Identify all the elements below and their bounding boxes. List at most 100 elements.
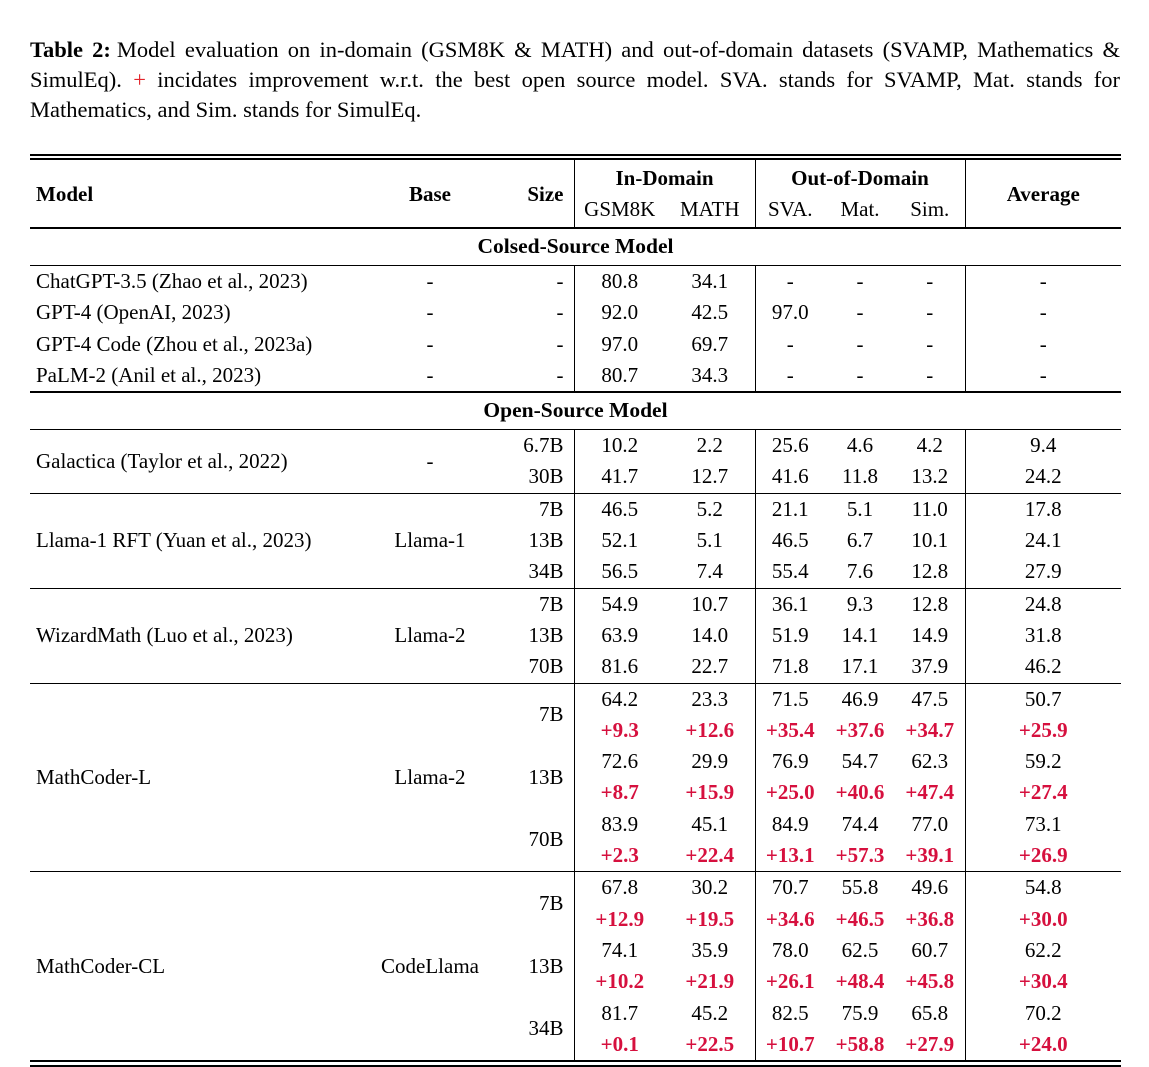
- value-cell: 73.1: [965, 809, 1121, 840]
- value-cell: 70.7: [755, 872, 825, 904]
- delta-cell: +40.6: [825, 777, 895, 808]
- value-cell: 49.6: [895, 872, 965, 904]
- value-cell: 17.8: [965, 493, 1121, 525]
- delta-cell: +25.0: [755, 777, 825, 808]
- size-cell: 30B: [490, 461, 574, 493]
- model-cell: ChatGPT-3.5 (Zhao et al., 2023): [30, 266, 370, 298]
- value-cell: 69.7: [665, 329, 755, 360]
- value-cell: 92.0: [574, 297, 665, 328]
- value-cell: 24.8: [965, 588, 1121, 620]
- value-cell: -: [825, 360, 895, 392]
- value-cell: 34.1: [665, 266, 755, 298]
- value-cell: 46.5: [574, 493, 665, 525]
- value-cell: 4.2: [895, 430, 965, 462]
- value-cell: 6.7: [825, 525, 895, 556]
- delta-cell: +9.3: [574, 715, 665, 746]
- size-cell: -: [490, 360, 574, 392]
- table-header: Model Base Size In-Domain Out-of-Domain …: [30, 157, 1121, 229]
- size-cell: 7B: [490, 872, 574, 935]
- model-cell: WizardMath (Luo et al., 2023): [30, 588, 370, 683]
- value-cell: 5.2: [665, 493, 755, 525]
- base-cell: Llama-2: [370, 588, 490, 683]
- value-cell: 23.3: [665, 683, 755, 715]
- value-cell: 56.5: [574, 556, 665, 588]
- value-cell: 9.4: [965, 430, 1121, 462]
- value-cell: -: [895, 266, 965, 298]
- value-cell: 84.9: [755, 809, 825, 840]
- header-mat: Mat.: [825, 194, 895, 228]
- value-cell: 45.1: [665, 809, 755, 840]
- evaluation-table: Model Base Size In-Domain Out-of-Domain …: [30, 154, 1121, 1067]
- value-cell: 2.2: [665, 430, 755, 462]
- table-caption: Table 2:Model evaluation on in-domain (G…: [30, 35, 1120, 125]
- value-cell: 4.6: [825, 430, 895, 462]
- delta-cell: +8.7: [574, 777, 665, 808]
- value-cell: 46.5: [755, 525, 825, 556]
- value-cell: 62.3: [895, 746, 965, 777]
- size-cell: 13B: [490, 525, 574, 556]
- delta-cell: +34.7: [895, 715, 965, 746]
- value-cell: -: [965, 360, 1121, 392]
- delta-cell: +19.5: [665, 904, 755, 935]
- delta-cell: +12.6: [665, 715, 755, 746]
- value-cell: 10.1: [895, 525, 965, 556]
- value-cell: 54.8: [965, 872, 1121, 904]
- section-title: Colsed-Source Model: [30, 228, 1121, 265]
- section-title-row: Colsed-Source Model: [30, 228, 1121, 265]
- value-cell: 97.0: [574, 329, 665, 360]
- value-cell: 71.5: [755, 683, 825, 715]
- value-cell: -: [895, 297, 965, 328]
- value-cell: 74.1: [574, 935, 665, 966]
- delta-cell: +26.1: [755, 966, 825, 997]
- value-cell: 36.1: [755, 588, 825, 620]
- delta-cell: +10.2: [574, 966, 665, 997]
- value-cell: 11.8: [825, 461, 895, 493]
- delta-cell: +25.9: [965, 715, 1121, 746]
- value-cell: 51.9: [755, 620, 825, 651]
- size-cell: 13B: [490, 620, 574, 651]
- value-cell: 46.9: [825, 683, 895, 715]
- value-cell: -: [965, 329, 1121, 360]
- value-cell: 42.5: [665, 297, 755, 328]
- value-cell: -: [825, 297, 895, 328]
- caption-plus-sign: +: [133, 67, 146, 92]
- value-cell: 59.2: [965, 746, 1121, 777]
- header-sim: Sim.: [895, 194, 965, 228]
- value-cell: 9.3: [825, 588, 895, 620]
- size-cell: 7B: [490, 493, 574, 525]
- value-cell: 24.2: [965, 461, 1121, 493]
- base-cell: Llama-2: [370, 683, 490, 872]
- value-cell: 82.5: [755, 998, 825, 1029]
- model-cell: PaLM-2 (Anil et al., 2023): [30, 360, 370, 392]
- size-cell: 6.7B: [490, 430, 574, 462]
- value-cell: -: [755, 266, 825, 298]
- value-cell: 14.0: [665, 620, 755, 651]
- value-cell: 78.0: [755, 935, 825, 966]
- value-cell: 37.9: [895, 651, 965, 683]
- caption-label: Table 2:: [30, 37, 117, 62]
- value-cell: 83.9: [574, 809, 665, 840]
- base-cell: -: [370, 360, 490, 392]
- value-cell: 24.1: [965, 525, 1121, 556]
- delta-cell: +21.9: [665, 966, 755, 997]
- value-cell: -: [825, 329, 895, 360]
- value-cell: 76.9: [755, 746, 825, 777]
- delta-cell: +34.6: [755, 904, 825, 935]
- value-cell: 71.8: [755, 651, 825, 683]
- delta-cell: +24.0: [965, 1029, 1121, 1064]
- delta-cell: +57.3: [825, 840, 895, 872]
- header-row-groups: Model Base Size In-Domain Out-of-Domain …: [30, 157, 1121, 194]
- value-cell: 54.7: [825, 746, 895, 777]
- header-base: Base: [370, 157, 490, 229]
- model-cell: MathCoder-L: [30, 683, 370, 872]
- delta-cell: +13.1: [755, 840, 825, 872]
- section-title-row: Open-Source Model: [30, 392, 1121, 429]
- delta-cell: +12.9: [574, 904, 665, 935]
- value-cell: 50.7: [965, 683, 1121, 715]
